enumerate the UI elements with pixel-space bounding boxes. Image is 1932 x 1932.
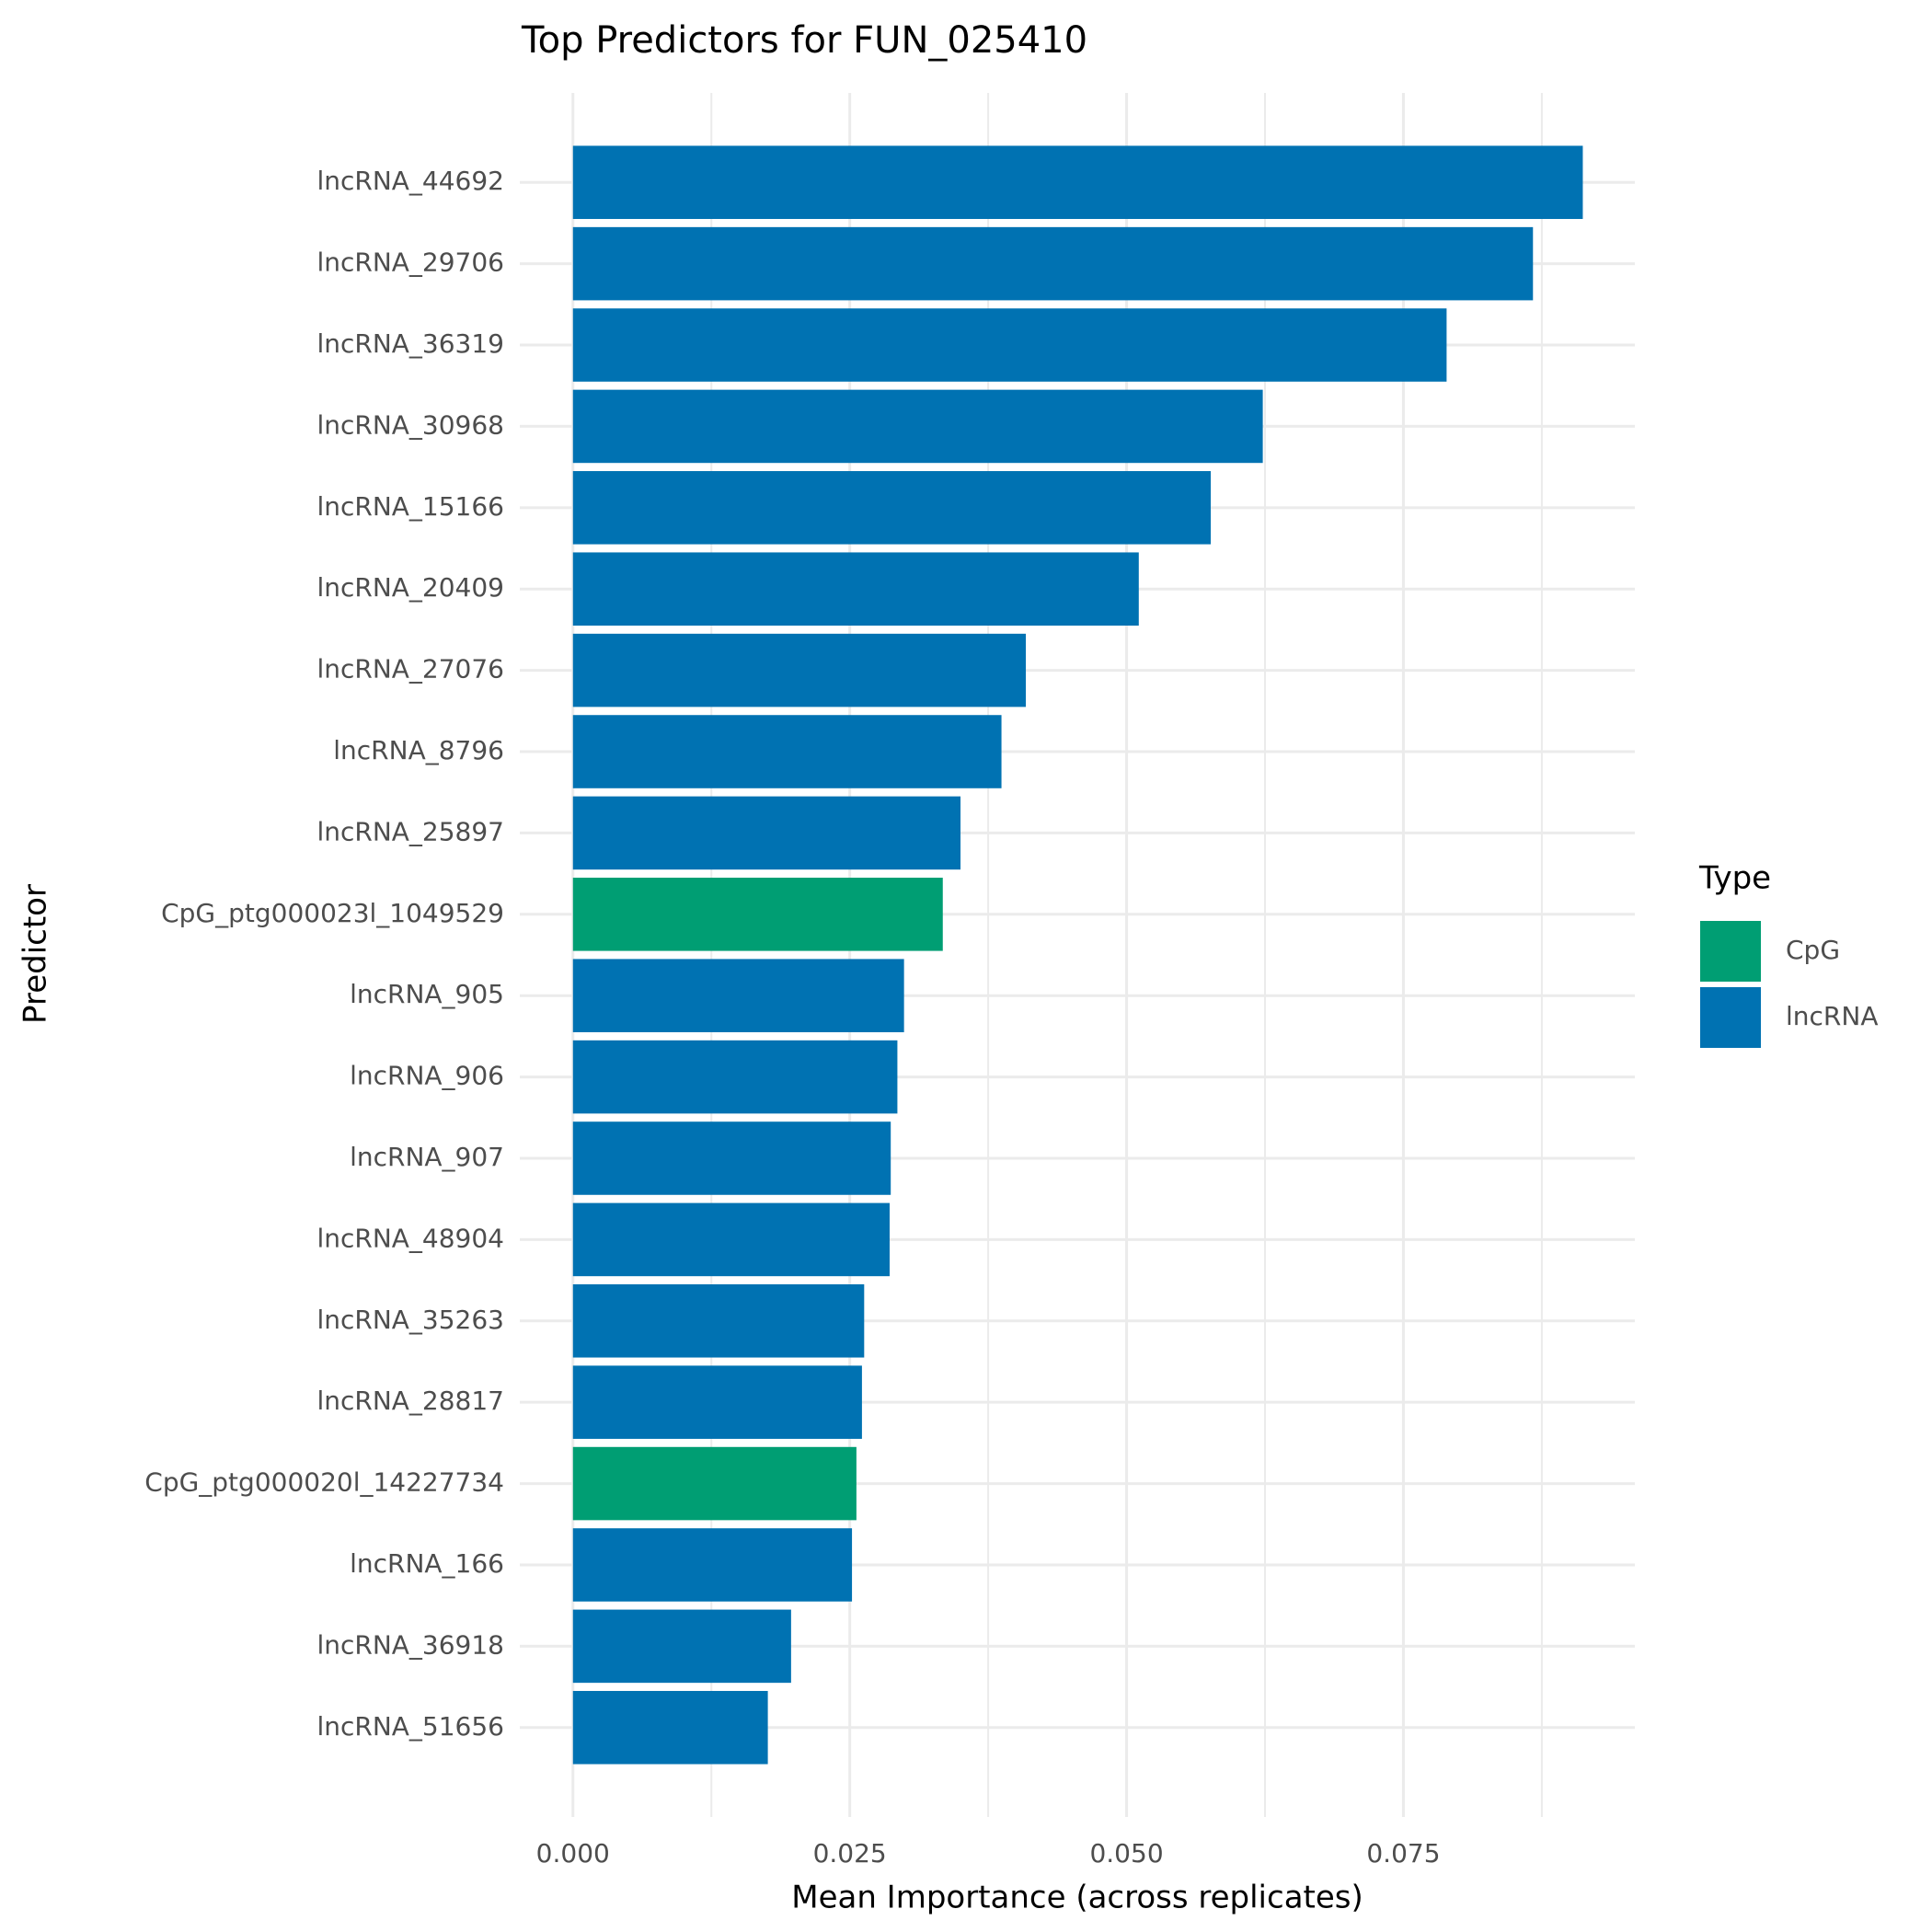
y-tick-label: lncRNA_8796 [333,735,504,765]
bar [572,226,1534,301]
bar [572,1040,898,1114]
y-tick-label: lncRNA_25897 [316,816,504,846]
bar [572,878,943,951]
y-tick-label: lncRNA_35263 [316,1305,504,1335]
bar [572,1609,791,1684]
bar [572,1528,853,1602]
y-tick-label: CpG_ptg000020l_14227734 [144,1467,504,1498]
bar [572,959,904,1032]
bar [572,1365,862,1439]
bar [572,1202,890,1277]
x-tick-label: 0.025 [813,1838,887,1869]
y-tick-label: lncRNA_905 [350,979,504,1009]
chart-title: Top Predictors for FUN_025410 [521,19,1087,62]
bar [572,1121,891,1195]
legend-label: lncRNA [1786,1001,1878,1031]
y-tick-label: lncRNA_906 [350,1061,504,1091]
x-tick-label: 0.000 [536,1838,610,1869]
y-tick-label: lncRNA_27076 [316,654,504,684]
y-tick-label: lncRNA_166 [350,1548,504,1579]
y-tick-label: lncRNA_20409 [316,572,504,603]
y-tick-label: lncRNA_30968 [316,409,504,440]
legend-key [1700,987,1761,1048]
bar [572,1690,768,1765]
y-axis-title: Predictor [17,884,54,1024]
y-tick-label: lncRNA_48904 [316,1223,504,1253]
y-tick-label: lncRNA_36918 [316,1629,504,1660]
y-tick-label: CpG_ptg000023l_1049529 [161,898,504,928]
bar [572,1446,857,1521]
y-tick-label: lncRNA_51656 [316,1711,504,1742]
y-tick-label: lncRNA_36319 [316,328,504,359]
x-tick-label: 0.050 [1089,1838,1163,1869]
bars [572,145,1583,1765]
bar [572,389,1263,464]
legend-key [1700,921,1761,982]
bar [572,145,1583,220]
legend-title: Type [1698,860,1771,897]
bar [572,308,1447,382]
x-axis-title: Mean Importance (across replicates) [791,1880,1363,1916]
y-tick-label: lncRNA_44692 [316,166,504,196]
legend-label: CpG [1786,935,1840,965]
x-tick-label: 0.075 [1366,1838,1440,1869]
bar [572,1284,865,1358]
y-tick-label: lncRNA_907 [350,1142,504,1172]
y-tick-label: lncRNA_28817 [316,1386,504,1416]
bar [572,552,1139,626]
bar [572,633,1027,707]
bar [572,471,1212,545]
bar [572,796,961,870]
bar [572,715,1002,788]
y-tick-label: lncRNA_15166 [316,491,504,522]
y-tick-label: lncRNA_29706 [316,247,504,278]
